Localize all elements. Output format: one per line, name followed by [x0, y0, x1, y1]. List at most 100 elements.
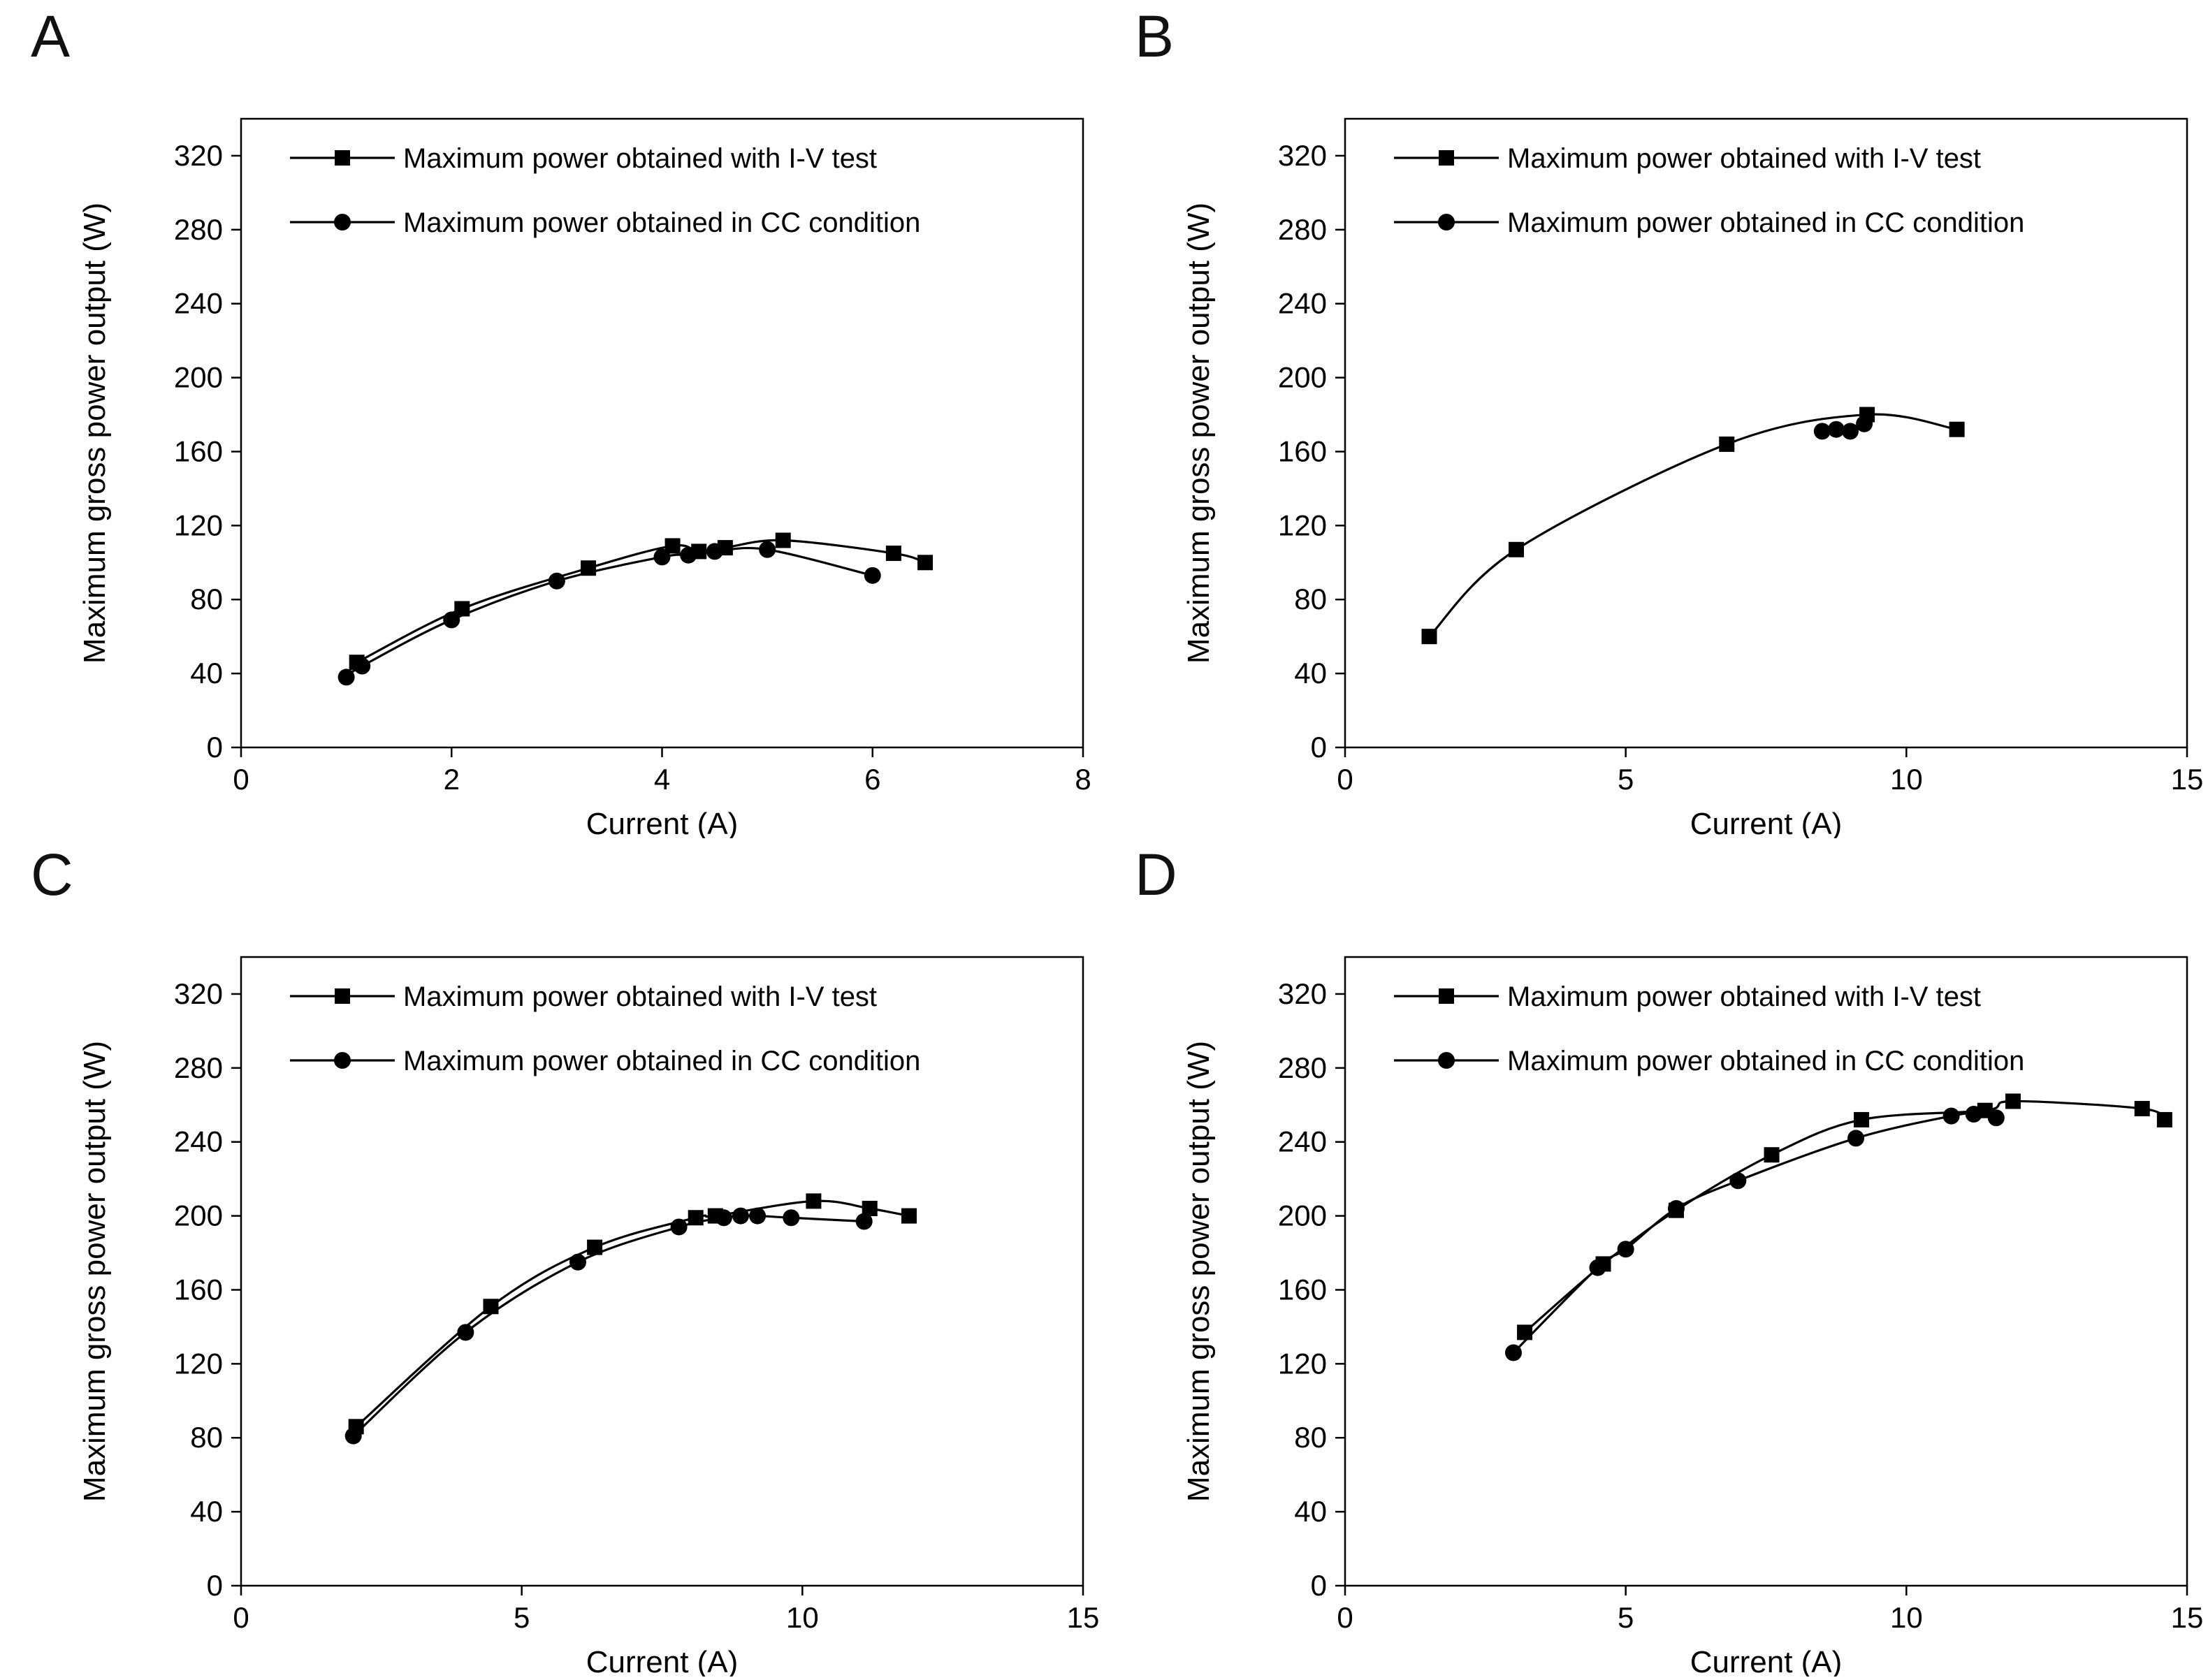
marker-square: [885, 546, 901, 562]
legend-marker-square: [335, 150, 350, 166]
marker-circle: [1827, 421, 1845, 438]
y-tick-label: 280: [174, 213, 223, 246]
marker-square: [862, 1201, 878, 1216]
panel-a-label: A: [31, 3, 71, 69]
panel-c-label: C: [31, 842, 73, 907]
plot-frame: [1344, 117, 2188, 749]
y-axis-label: Maximum gross power output (W): [1182, 203, 1216, 664]
x-tick-label: 10: [1890, 1601, 1923, 1634]
marker-circle: [1942, 1107, 1960, 1125]
marker-circle: [1813, 423, 1831, 440]
series-line-1: [355, 1199, 910, 1428]
legend-label: Maximum power obtained in CC condition: [1507, 1046, 2024, 1076]
marker-circle: [749, 1207, 767, 1225]
y-tick-label: 120: [1278, 509, 1327, 541]
legend-marker-circle: [334, 214, 351, 231]
chart-svg-b: 0 5 10 15 0 40 80 120 160 200 240 280 320 Current (A)…: [1182, 117, 2204, 841]
panel-b: 0 5 10 15 0 40 80 120 160 200 240 280 320 Current (A)…: [1104, 0, 2208, 841]
marker-square: [2134, 1101, 2150, 1117]
marker-square: [1764, 1147, 1780, 1163]
marker-circle: [670, 1218, 688, 1236]
marker-square: [917, 555, 934, 571]
legend-label: Maximum power obtained with I-V test: [1507, 143, 1981, 174]
y-tick-label: 120: [1278, 1347, 1327, 1380]
x-tick-label: 15: [2171, 763, 2204, 796]
chart-svg-c: 0 5 10 15 0 40 80 120 160 200 240 280 320 Current (A)…: [78, 956, 1100, 1679]
marker-circle: [680, 546, 697, 564]
marker-square: [1949, 421, 1965, 437]
marker-circle: [548, 572, 565, 590]
x-axis-label: Current (A): [586, 1645, 739, 1677]
x-tick-label: 5: [1618, 1601, 1634, 1634]
plot-frame: [240, 956, 1084, 1587]
y-tick-label: 80: [1294, 1421, 1327, 1454]
y-tick-label: 160: [1278, 1273, 1327, 1306]
x-tick-label: 8: [1075, 763, 1091, 796]
y-axis-label: Maximum gross power output (W): [78, 203, 112, 664]
marker-circle: [783, 1209, 800, 1227]
marker-circle: [706, 543, 723, 560]
marker-square: [775, 532, 791, 548]
marker-circle: [1617, 1241, 1634, 1258]
series-line-2: [345, 547, 873, 678]
x-axis-label: Current (A): [1690, 1645, 1843, 1677]
x-tick-label: 10: [1890, 763, 1923, 796]
plot-frame: [1344, 956, 2188, 1587]
marker-circle: [1847, 1130, 1865, 1147]
y-tick-label: 240: [174, 287, 223, 320]
marker-square: [2156, 1111, 2172, 1127]
series-line-2: [1512, 1112, 1997, 1354]
legend-label: Maximum power obtained with I-V test: [403, 981, 877, 1012]
x-tick-label: 0: [233, 763, 249, 796]
y-tick-label: 40: [190, 657, 223, 689]
marker-circle: [344, 1427, 362, 1445]
marker-circle: [759, 541, 776, 558]
legend-label: Maximum power obtained in CC condition: [403, 207, 920, 238]
y-tick-label: 80: [190, 583, 223, 615]
marker-circle: [1965, 1106, 1982, 1123]
marker-circle: [337, 669, 355, 686]
panel-b-label: B: [1135, 3, 1175, 69]
marker-square: [587, 1239, 603, 1255]
x-tick-label: 0: [1337, 1601, 1353, 1634]
x-tick-label: 15: [1067, 1601, 1100, 1634]
x-axis-label: Current (A): [586, 807, 739, 838]
y-tick-label: 40: [1294, 1495, 1327, 1528]
y-axis-label: Maximum gross power output (W): [78, 1041, 112, 1502]
series-line-1: [356, 539, 926, 664]
y-tick-label: 200: [1278, 1199, 1327, 1232]
legend-marker-circle: [334, 1052, 351, 1069]
x-axis-label: Current (A): [1690, 807, 1843, 838]
marker-circle: [443, 611, 460, 629]
y-tick-label: 120: [174, 1347, 223, 1380]
marker-circle: [864, 567, 881, 584]
marker-circle: [1729, 1172, 1747, 1190]
panel-c: 0 5 10 15 0 40 80 120 160 200 240 280 320 Current (A)…: [0, 838, 1104, 1679]
marker-square: [901, 1208, 917, 1224]
y-tick-label: 160: [174, 434, 223, 467]
y-tick-label: 0: [1311, 1569, 1327, 1602]
marker-square: [664, 538, 681, 554]
x-tick-label: 6: [864, 763, 880, 796]
y-tick-label: 0: [207, 731, 223, 764]
chart-b: 0 5 10 15 0 40 80 120 160 200 240 280 320 Current (A)…: [1104, 0, 2208, 841]
panel-d: 0 5 10 15 0 40 80 120 160 200 240 280 320 Current (A)…: [1104, 838, 2208, 1679]
marker-circle: [1856, 415, 1873, 432]
y-axis-label: Maximum gross power output (W): [1182, 1041, 1216, 1502]
series-line-1: [1524, 1100, 2165, 1334]
y-tick-label: 280: [1278, 213, 1327, 246]
y-tick-label: 160: [174, 1273, 223, 1306]
marker-square: [806, 1193, 822, 1209]
marker-square: [483, 1299, 499, 1315]
y-tick-label: 320: [1278, 977, 1327, 1010]
y-tick-label: 320: [174, 977, 223, 1010]
x-tick-label: 4: [654, 763, 670, 796]
y-tick-label: 200: [174, 361, 223, 394]
marker-circle: [855, 1213, 873, 1230]
y-tick-label: 240: [1278, 287, 1327, 320]
chart-a: 0 2 4 6 8 0 40 80 120 160 200 240 280 320 Current (A) M…: [0, 0, 1104, 841]
chart-c: 0 5 10 15 0 40 80 120 160 200 240 280 320 Current (A)…: [0, 838, 1104, 1679]
y-tick-label: 280: [174, 1051, 223, 1084]
